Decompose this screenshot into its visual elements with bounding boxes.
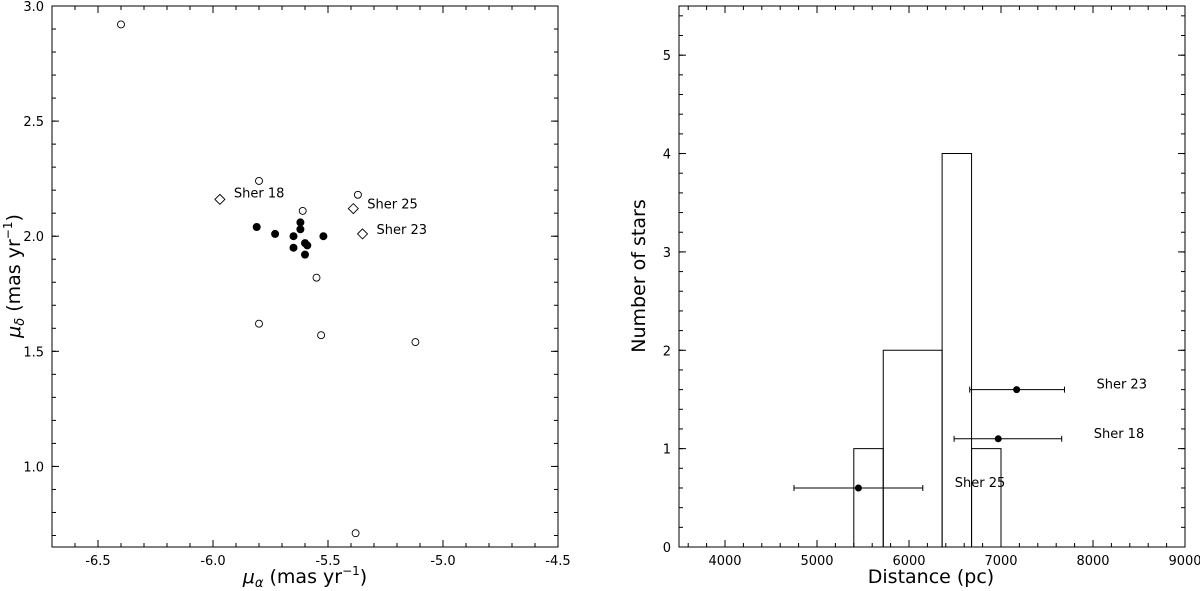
member-star-point xyxy=(301,250,309,259)
y-tick-label: 3.0 xyxy=(23,0,44,15)
y-tick-label: 1.0 xyxy=(23,460,44,475)
y-tick-label: 5 xyxy=(663,49,671,64)
right-plot-frame xyxy=(678,5,1186,548)
right-y-axis-label: Number of stars xyxy=(628,199,650,352)
field-star-point xyxy=(255,177,263,185)
histogram-bin xyxy=(853,448,884,547)
y-tick-label: 1 xyxy=(663,443,671,458)
x-tick-label: -6.0 xyxy=(200,554,225,569)
distance-point-label: Sher 23 xyxy=(1096,378,1147,393)
field-star-point xyxy=(255,319,263,328)
field-star-point xyxy=(312,273,321,282)
x-tick-label: 8000 xyxy=(1076,554,1109,569)
field-star-point xyxy=(117,20,125,29)
y-tick-label: 0 xyxy=(663,541,671,556)
y-tick-label: 2 xyxy=(663,344,671,359)
y-tick-label: 1.5 xyxy=(23,345,44,360)
right-marks: Sher 25 Sher 18 Sher 23 xyxy=(793,153,1147,547)
y-tick-label: 3 xyxy=(663,246,671,261)
left-plot-frame xyxy=(51,5,559,548)
x-tick-label: 6000 xyxy=(892,554,925,569)
member-star-point xyxy=(252,223,261,232)
member-star-point xyxy=(271,229,280,238)
right-x-axis-label: Distance (pc) xyxy=(868,566,994,588)
left-ticks: -6.5 -6.0 -5.5 -5.0 -4.5 1.0 1.5 2.0 2.5 3.0 xyxy=(23,0,570,569)
member-star-point xyxy=(296,218,305,227)
left-y-axis-label: μδ (mas yr−1) xyxy=(1,214,28,339)
member-star-point xyxy=(289,232,298,241)
distance-point-label: Sher 18 xyxy=(1094,427,1145,442)
histogram-bin xyxy=(941,153,973,547)
proper-motion-panel: -6.5 -6.0 -5.5 -5.0 -4.5 1.0 1.5 2.0 2.5 3.0 Sher… xyxy=(1,0,571,591)
sher-star-diamond xyxy=(214,193,226,206)
member-star-point xyxy=(303,241,312,250)
histogram-bin xyxy=(971,448,1002,547)
field-star-point xyxy=(351,529,360,538)
x-tick-label: 4000 xyxy=(708,554,741,569)
field-star-point xyxy=(411,338,420,347)
sher-star-label: Sher 23 xyxy=(377,223,428,238)
x-tick-label: -4.5 xyxy=(545,554,570,569)
distance-point xyxy=(854,484,862,492)
y-tick-label: 2.0 xyxy=(23,230,44,245)
y-tick-label: 4 xyxy=(663,148,671,163)
left-marks: Sher 18 Sher 25 Sher 23 xyxy=(117,20,428,538)
right-ticks: 4000 5000 6000 7000 8000 9000 0 1 2 3 4 5 xyxy=(663,6,1200,569)
sher-star-diamond xyxy=(356,228,369,240)
x-tick-label: -5.0 xyxy=(430,554,455,569)
left-x-axis-label: μα (mas yr−1) xyxy=(242,564,367,591)
x-tick-label: -6.5 xyxy=(85,554,110,569)
x-tick-label: 7000 xyxy=(984,554,1017,569)
x-tick-label: 9000 xyxy=(1168,554,1200,569)
field-star-point xyxy=(298,206,307,215)
sher-star-diamond xyxy=(347,202,359,215)
sher-star-label: Sher 25 xyxy=(367,198,418,213)
distance-point-label: Sher 25 xyxy=(955,476,1006,491)
distance-point xyxy=(994,435,1002,443)
field-star-point xyxy=(317,331,326,340)
distance-point xyxy=(1013,386,1021,394)
x-tick-label: -5.5 xyxy=(315,554,340,569)
member-star-point xyxy=(296,225,305,234)
histogram-bin xyxy=(882,349,943,547)
field-star-point xyxy=(353,190,362,199)
x-tick-label: 5000 xyxy=(800,554,833,569)
sher-star-label: Sher 18 xyxy=(234,186,285,201)
member-star-point xyxy=(289,243,298,252)
member-star-point xyxy=(319,232,328,241)
y-tick-label: 2.5 xyxy=(23,115,44,130)
